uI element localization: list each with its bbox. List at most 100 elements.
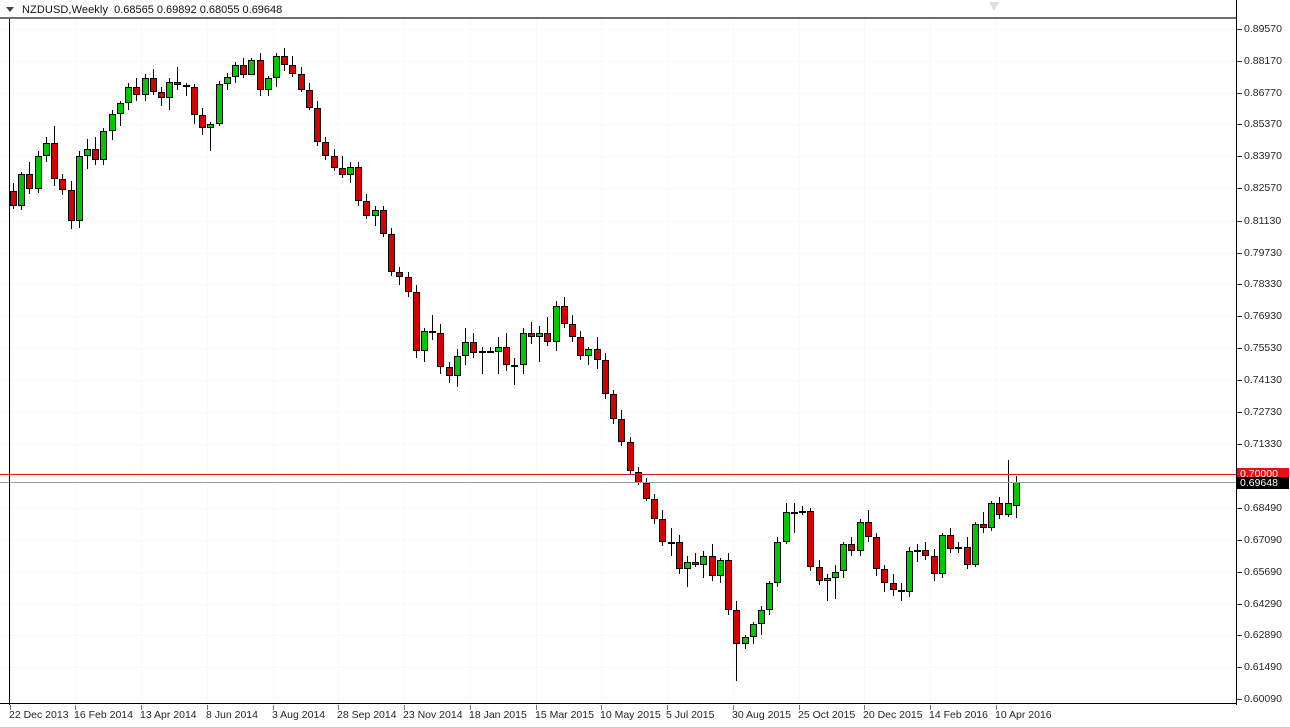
candlestick-wick xyxy=(835,564,836,599)
price-tick-label: 0.85370 xyxy=(1244,118,1282,131)
vertical-gridline xyxy=(75,19,76,705)
candlestick-body xyxy=(889,582,897,590)
price-tick-label: 0.68490 xyxy=(1244,502,1282,515)
candlestick-body xyxy=(979,523,987,529)
time-tick xyxy=(667,705,668,710)
horizontal-gridline xyxy=(0,61,1237,62)
candlestick-body xyxy=(281,55,289,65)
symbol-timeframe-label: NZDUSD,Weekly xyxy=(22,3,109,16)
vertical-gridline xyxy=(799,19,800,705)
candlestick-body xyxy=(157,91,165,98)
candlestick xyxy=(692,19,700,705)
candlestick-body xyxy=(264,78,272,90)
candlestick-body xyxy=(955,546,963,549)
candlestick-body xyxy=(388,234,396,272)
candlestick xyxy=(733,19,741,705)
candlestick-body xyxy=(716,560,724,577)
candlestick xyxy=(971,19,979,705)
candlestick xyxy=(758,19,766,705)
vertical-gridline xyxy=(273,19,274,705)
candlestick xyxy=(231,19,239,705)
candlestick xyxy=(856,19,864,705)
time-tick-label: 8 Jun 2014 xyxy=(206,709,258,721)
candlestick-body xyxy=(626,441,634,472)
time-tick xyxy=(996,705,997,710)
horizontal-gridline xyxy=(0,667,1237,668)
price-tick-label: 0.75530 xyxy=(1244,342,1282,355)
candlestick xyxy=(675,19,683,705)
candlestick xyxy=(544,19,552,705)
candlestick-body xyxy=(133,87,141,96)
price-tick xyxy=(1237,316,1242,317)
candlestick-body xyxy=(692,562,700,565)
candlestick xyxy=(75,19,83,705)
candlestick-body xyxy=(470,341,478,354)
candlestick-body xyxy=(486,351,494,354)
candlestick-body xyxy=(314,107,322,142)
price-tick-label: 0.79730 xyxy=(1244,246,1282,259)
candlestick-wick xyxy=(539,326,541,363)
candlestick xyxy=(947,19,955,705)
candlestick-body xyxy=(684,562,692,570)
triangle-down-icon[interactable] xyxy=(6,7,14,12)
candlestick-body xyxy=(840,544,848,572)
time-tick xyxy=(601,705,602,710)
time-tick-label: 22 Dec 2013 xyxy=(9,709,69,721)
candlestick xyxy=(125,19,133,705)
price-scale[interactable]: 0.70000 0.69648 0.89570 0.88170 0.86770 0.8… xyxy=(1237,0,1290,705)
candlestick xyxy=(396,19,404,705)
time-scale[interactable]: 22 Dec 2013 16 Feb 2014 13 Apr 2014 8 Jun 2… xyxy=(0,705,1290,728)
candlestick xyxy=(725,19,733,705)
candlestick-body xyxy=(807,511,815,567)
candlestick xyxy=(166,19,174,705)
candlestick-body xyxy=(881,569,889,583)
price-tick xyxy=(1237,572,1242,573)
candlestick-body xyxy=(725,560,733,611)
horizontal-gridline xyxy=(0,540,1237,541)
candlestick xyxy=(766,19,774,705)
horizontal-gridline xyxy=(0,253,1237,254)
candlestick-body xyxy=(125,87,133,104)
candlestick xyxy=(322,19,330,705)
candlestick-wick xyxy=(695,553,697,567)
candlestick xyxy=(988,19,996,705)
candlestick-wick xyxy=(185,82,187,97)
candlestick xyxy=(790,19,798,705)
price-tick-label: 0.86770 xyxy=(1244,86,1282,99)
horizontal-gridline xyxy=(0,699,1237,700)
price-tick xyxy=(1237,444,1242,445)
time-tick xyxy=(799,705,800,710)
candlestick xyxy=(881,19,889,705)
candlestick-body xyxy=(445,366,453,377)
price-tick-label: 0.81130 xyxy=(1244,214,1282,227)
candlestick-body xyxy=(231,64,239,78)
time-tick xyxy=(75,705,76,710)
candlestick xyxy=(979,19,987,705)
candlestick-wick xyxy=(497,337,499,374)
round-number-price-line xyxy=(0,473,1237,475)
candlestick-body xyxy=(651,498,659,520)
candlestick-body xyxy=(1012,481,1020,507)
horizontal-gridline xyxy=(0,188,1237,189)
candlestick-body xyxy=(18,173,26,206)
candlestick xyxy=(256,19,264,705)
horizontal-gridline xyxy=(0,572,1237,573)
price-plot-area[interactable] xyxy=(0,19,1237,705)
time-tick-label: 14 Feb 2016 xyxy=(929,709,988,721)
price-tick xyxy=(1237,667,1242,668)
candlestick-body xyxy=(947,535,955,549)
candlestick xyxy=(1004,19,1012,705)
vertical-gridline xyxy=(733,19,734,705)
price-tick xyxy=(1237,635,1242,636)
candlestick xyxy=(240,19,248,705)
horizontal-gridline xyxy=(0,412,1237,413)
candlestick-body xyxy=(207,123,215,129)
candlestick xyxy=(42,19,50,705)
candlestick-wick xyxy=(900,582,902,602)
candlestick-body xyxy=(593,348,601,361)
candlestick-body xyxy=(552,305,560,342)
time-tick xyxy=(864,705,865,710)
candlestick-wick xyxy=(1007,460,1009,517)
candlestick xyxy=(273,19,281,705)
